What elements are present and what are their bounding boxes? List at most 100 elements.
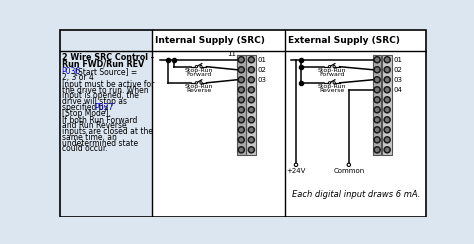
Text: the drive to run. When: the drive to run. When bbox=[62, 86, 148, 94]
Text: Common: Common bbox=[333, 168, 365, 174]
Text: drive will stop as: drive will stop as bbox=[62, 97, 127, 106]
Circle shape bbox=[240, 98, 243, 101]
Text: Stop-Run: Stop-Run bbox=[318, 68, 346, 73]
Circle shape bbox=[375, 148, 379, 151]
Text: same time, an: same time, an bbox=[62, 133, 117, 142]
Circle shape bbox=[238, 77, 245, 83]
Circle shape bbox=[374, 77, 380, 83]
Text: 02: 02 bbox=[257, 67, 266, 73]
Circle shape bbox=[375, 108, 379, 111]
Circle shape bbox=[294, 163, 298, 166]
Bar bbox=[246, 55, 256, 155]
Text: If both Run Forward: If both Run Forward bbox=[62, 116, 137, 125]
Circle shape bbox=[240, 88, 243, 91]
Text: Input must be active for: Input must be active for bbox=[62, 80, 154, 89]
Circle shape bbox=[384, 107, 390, 113]
Circle shape bbox=[374, 57, 380, 63]
Text: External Supply (SRC): External Supply (SRC) bbox=[288, 36, 400, 45]
Circle shape bbox=[375, 68, 379, 71]
Circle shape bbox=[240, 78, 243, 81]
Circle shape bbox=[333, 66, 335, 68]
Circle shape bbox=[250, 128, 253, 131]
Circle shape bbox=[238, 137, 245, 143]
Text: 01: 01 bbox=[393, 57, 402, 63]
Bar bbox=[59, 29, 152, 217]
Circle shape bbox=[386, 58, 389, 61]
Circle shape bbox=[240, 128, 243, 131]
Circle shape bbox=[374, 87, 380, 93]
Text: inputs are closed at the: inputs are closed at the bbox=[62, 127, 153, 136]
Text: P037: P037 bbox=[94, 103, 113, 112]
Text: input is opened, the: input is opened, the bbox=[62, 91, 138, 100]
Circle shape bbox=[374, 67, 380, 73]
Circle shape bbox=[384, 57, 390, 63]
Circle shape bbox=[384, 137, 390, 143]
Text: 11: 11 bbox=[228, 51, 237, 57]
Circle shape bbox=[384, 117, 390, 123]
Circle shape bbox=[375, 118, 379, 121]
Circle shape bbox=[250, 88, 253, 91]
Circle shape bbox=[195, 66, 198, 68]
Circle shape bbox=[374, 107, 380, 113]
Text: 03: 03 bbox=[257, 77, 266, 83]
Text: Forward: Forward bbox=[319, 72, 345, 77]
Circle shape bbox=[238, 57, 245, 63]
Circle shape bbox=[347, 163, 350, 166]
Circle shape bbox=[238, 117, 245, 123]
Circle shape bbox=[238, 97, 245, 103]
Text: 02: 02 bbox=[393, 67, 402, 73]
Text: 2 Wire SRC Control -: 2 Wire SRC Control - bbox=[62, 53, 154, 62]
Circle shape bbox=[374, 97, 380, 103]
Text: Each digital input draws 6 mA.: Each digital input draws 6 mA. bbox=[292, 190, 420, 199]
Text: 03: 03 bbox=[393, 77, 402, 83]
Circle shape bbox=[384, 77, 390, 83]
Circle shape bbox=[374, 117, 380, 123]
Circle shape bbox=[386, 108, 389, 111]
Circle shape bbox=[248, 57, 255, 63]
Text: specified by: specified by bbox=[62, 103, 110, 112]
Circle shape bbox=[384, 147, 390, 153]
Circle shape bbox=[200, 82, 202, 84]
Circle shape bbox=[374, 147, 380, 153]
Bar bbox=[237, 55, 246, 155]
Text: Reverse: Reverse bbox=[186, 88, 211, 93]
Text: and Run Reverse: and Run Reverse bbox=[62, 121, 126, 130]
Circle shape bbox=[248, 137, 255, 143]
Circle shape bbox=[240, 108, 243, 111]
Circle shape bbox=[333, 82, 335, 84]
Circle shape bbox=[248, 97, 255, 103]
Circle shape bbox=[238, 67, 245, 73]
Circle shape bbox=[248, 77, 255, 83]
Text: Internal Supply (SRC): Internal Supply (SRC) bbox=[155, 36, 265, 45]
Text: Reverse: Reverse bbox=[319, 88, 345, 93]
Circle shape bbox=[250, 68, 253, 71]
Circle shape bbox=[386, 88, 389, 91]
Circle shape bbox=[248, 117, 255, 123]
Text: could occur.: could occur. bbox=[62, 144, 107, 153]
Text: Stop-Run: Stop-Run bbox=[318, 84, 346, 89]
Circle shape bbox=[248, 87, 255, 93]
Circle shape bbox=[250, 118, 253, 121]
Text: [Stop Mode].: [Stop Mode]. bbox=[62, 109, 110, 118]
Bar bbox=[152, 29, 427, 217]
Circle shape bbox=[375, 98, 379, 101]
Circle shape bbox=[386, 68, 389, 71]
Circle shape bbox=[386, 128, 389, 131]
Circle shape bbox=[200, 66, 202, 68]
Circle shape bbox=[250, 78, 253, 81]
Circle shape bbox=[238, 147, 245, 153]
Circle shape bbox=[248, 127, 255, 133]
Circle shape bbox=[250, 98, 253, 101]
Circle shape bbox=[375, 138, 379, 141]
Circle shape bbox=[374, 137, 380, 143]
Text: Forward: Forward bbox=[186, 72, 211, 77]
Circle shape bbox=[250, 138, 253, 141]
Text: [Start Source] =: [Start Source] = bbox=[75, 67, 137, 76]
Circle shape bbox=[240, 148, 243, 151]
Circle shape bbox=[384, 87, 390, 93]
Circle shape bbox=[375, 128, 379, 131]
Circle shape bbox=[240, 118, 243, 121]
Text: undetermined state: undetermined state bbox=[62, 139, 138, 148]
Circle shape bbox=[240, 138, 243, 141]
Text: P036: P036 bbox=[62, 67, 81, 76]
